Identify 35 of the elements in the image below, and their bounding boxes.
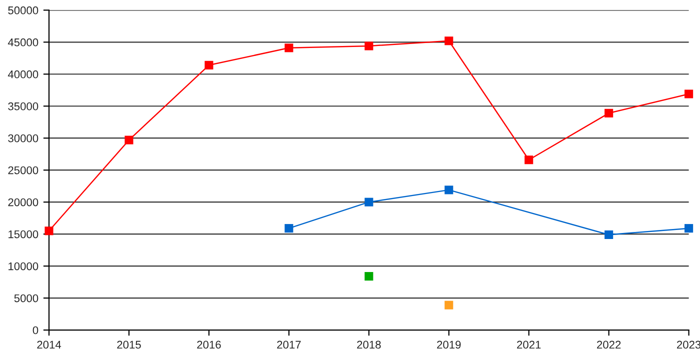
point (364, 198, 374, 206)
y-tick-label: 15000 (8, 230, 38, 238)
y-tick-label: 40000 (8, 70, 38, 78)
y-tick-label: 0 (32, 326, 38, 334)
y-tick-label: 10000 (8, 262, 38, 270)
point (364, 42, 374, 50)
y-tick-label: 50000 (8, 6, 38, 14)
point (444, 36, 454, 46)
x-tick-label: 2022 (597, 340, 621, 349)
x-tick-label: 2019 (437, 340, 461, 349)
y-tick-label: 45000 (8, 38, 38, 46)
y-tick-label: 5000 (14, 294, 38, 302)
y-tick-label: 25000 (8, 166, 38, 174)
point (604, 108, 614, 118)
point (684, 224, 694, 233)
point (284, 44, 294, 52)
y-tick-label: 35000 (8, 102, 38, 110)
point (684, 90, 694, 98)
point (524, 156, 534, 164)
point (44, 226, 54, 236)
point (604, 230, 614, 239)
point (284, 224, 294, 233)
point (124, 136, 134, 144)
point (444, 186, 454, 194)
point (444, 300, 454, 310)
x-tick-label: 2018 (357, 340, 381, 349)
x-tick-label: 2021 (517, 340, 541, 349)
x-tick-label: 2014 (37, 340, 62, 349)
y-tick-label: 30000 (8, 134, 38, 142)
point (364, 272, 374, 281)
x-tick-label: 2015 (117, 340, 141, 349)
point (204, 60, 214, 70)
y-tick-label: 20000 (8, 198, 38, 206)
x-tick-label: 2017 (277, 340, 301, 349)
x-tick-label: 2016 (197, 340, 221, 349)
